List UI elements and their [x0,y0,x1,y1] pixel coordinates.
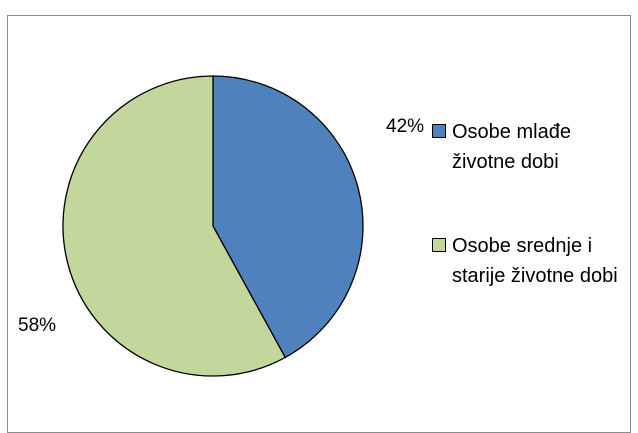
legend-swatch-2 [432,238,446,252]
legend-swatch-1 [432,124,446,138]
legend-label-2: Osobe srednje i starije životne dobi [452,235,618,287]
data-label-slice-2: 58% [18,315,57,336]
pie-slice-1 [212,75,364,359]
data-label-slice-1: 42% [386,116,425,137]
legend-label-1: Osobe mlađe životne dobi [452,121,571,173]
pie-slice-2 [62,75,287,377]
